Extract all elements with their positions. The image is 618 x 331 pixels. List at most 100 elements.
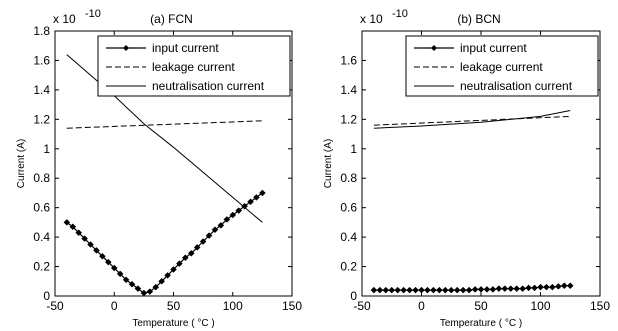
x-tick-label: 0 [111,299,118,313]
data-point-input-current [146,288,154,295]
data-point-input-current [158,277,166,285]
data-point-input-current [81,235,88,242]
data-point-input-current [170,266,177,273]
data-point-input-current [507,285,515,292]
y-multiplier-label: x 10 [360,12,383,26]
legend-label: leakage current [460,60,543,74]
data-point-input-current [176,260,183,267]
data-point-input-current [495,285,503,292]
y-tick-label: 1.2 [340,112,357,126]
y-tick-label: 0 [350,289,357,303]
data-point-input-current [418,286,425,294]
data-point-input-current [549,283,556,291]
y-tick-label: 1.6 [340,53,357,67]
series-line-leakage-current [66,120,263,129]
data-point-input-current [110,264,118,272]
y-exponent-label: -10 [85,8,101,20]
data-point-input-current [116,270,124,278]
data-point-input-current [513,285,521,292]
y-tick-label: 1.4 [33,83,50,97]
y-axis-label: Current (A) [323,139,334,188]
data-point-input-current [253,194,260,201]
y-tick-label: 0.6 [340,201,357,215]
data-point-input-current [435,286,443,294]
y-tick-label: 1.2 [33,112,50,126]
series-line-leakage-current [373,115,571,126]
data-point-input-current [465,286,473,294]
data-point-input-current [223,216,231,223]
data-point-input-current [400,286,408,294]
data-point-input-current [69,223,77,231]
data-point-input-current [140,289,148,297]
data-point-input-current [489,286,497,293]
data-point-input-current [424,286,431,294]
x-axis-label: Temperature ( °C ) [132,318,214,329]
y-tick-label: 1 [350,142,357,156]
series-line-input-current [66,192,263,294]
y-tick-label: 1.8 [33,24,50,38]
data-point-input-current [376,286,384,294]
data-point-input-current [441,286,449,294]
x-tick-label: -50 [353,299,371,313]
data-point-input-current [537,283,544,291]
y-tick-label: 0 [43,289,50,303]
y-tick-label: 1.6 [33,53,50,67]
data-point-input-current [483,286,491,293]
y-tick-label: 0.8 [340,171,357,185]
data-point-input-current [122,276,130,284]
legend-label: input current [152,41,219,55]
x-tick-label: -50 [46,299,64,313]
data-point-input-current [394,286,402,294]
series-line-neutralisation-current [373,110,571,129]
x-tick-label: 100 [223,299,243,313]
legend-label: neutralisation current [460,79,573,93]
data-point-input-current [99,252,106,260]
data-point-input-current [501,285,509,292]
data-point-input-current [566,282,574,290]
data-point-input-current [205,232,213,239]
data-point-input-current [187,249,195,257]
data-point-input-current [560,282,568,290]
y-tick-label: 0.8 [33,171,50,185]
x-tick-label: 150 [282,299,302,313]
data-point-input-current [75,229,83,237]
data-point-input-current [93,247,100,254]
data-point-input-current [87,241,94,248]
y-exponent-label: -10 [392,8,408,20]
y-axis-label: Current (A) [16,139,27,188]
y-tick-label: 0.2 [33,260,50,274]
data-point-input-current [412,286,419,294]
y-tick-label: 0.4 [340,230,357,244]
data-point-input-current [543,283,550,291]
chart-title: (b) BCN [457,12,500,26]
data-point-input-current [247,198,254,206]
data-point-input-current [554,283,562,290]
data-point-input-current [259,189,266,197]
data-point-input-current [406,286,413,294]
data-point-input-current [229,211,237,219]
data-point-input-current [134,285,142,292]
y-tick-label: 0.2 [340,260,357,274]
y-tick-label: 0.6 [33,201,50,215]
data-point-input-current [63,219,71,226]
legend-marker-input-current [123,45,129,51]
x-axis-label: Temperature ( °C ) [440,318,522,329]
y-tick-label: 1 [43,142,50,156]
y-tick-label: 1.4 [340,83,357,97]
data-point-input-current [164,272,171,279]
data-point-input-current [181,254,189,262]
x-tick-label: 50 [474,299,488,313]
chart-title: (a) FCN [150,12,193,26]
data-point-input-current [382,286,390,294]
legend-label: leakage current [152,60,235,74]
data-point-input-current [128,280,136,288]
legend-label: neutralisation current [152,79,265,93]
legend: input current leakage current neutralisati… [97,35,291,97]
x-tick-label: 100 [530,299,550,313]
chart-panel-0: -50 0 50 100 15000.20.40.60.811.21.41.61.8x … [16,8,302,329]
legend: input current leakage current neutralisati… [405,35,599,97]
data-point-input-current [217,221,225,229]
legend-label: input current [460,41,527,55]
